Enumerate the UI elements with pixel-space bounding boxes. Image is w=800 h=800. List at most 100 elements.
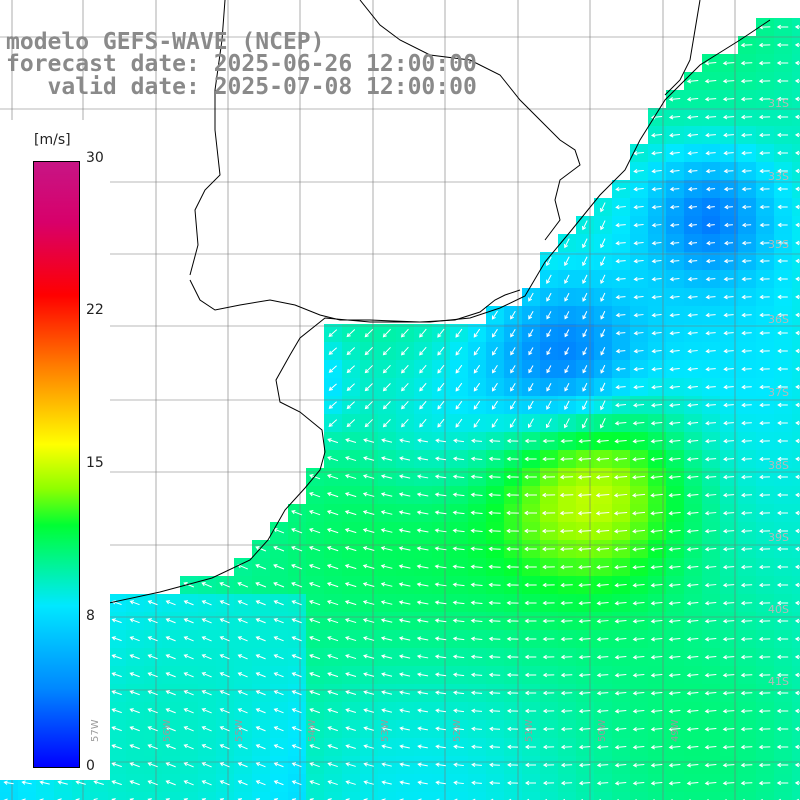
wind-arrow: [506, 474, 519, 480]
wind-arrow: [741, 204, 752, 210]
wind-arrow: [794, 60, 800, 66]
wind-arrow: [488, 654, 501, 660]
wind-arrow: [723, 456, 735, 462]
wind-arrow: [491, 328, 498, 338]
wind-arrow: [650, 691, 663, 696]
wind-arrow: [704, 438, 717, 444]
wind-arrow: [488, 582, 501, 588]
wind-arrow: [273, 563, 285, 570]
wind-arrow: [328, 419, 338, 427]
wind-arrow: [237, 600, 248, 606]
wind-arrow: [704, 510, 717, 516]
wind-arrow: [595, 475, 610, 480]
wind-arrow: [362, 474, 375, 479]
wind-arrow: [546, 256, 552, 267]
wind-arrow: [595, 493, 610, 498]
wind-arrow: [308, 563, 321, 570]
wind-arrow: [632, 547, 645, 552]
wind-arrow: [219, 618, 230, 624]
wind-arrow: [596, 762, 609, 768]
wind-arrow: [724, 240, 734, 246]
wind-arrow: [668, 457, 681, 462]
wind-arrow: [165, 690, 176, 696]
wind-arrow: [776, 690, 789, 696]
wind-arrow: [362, 528, 375, 533]
wind-arrow: [470, 528, 483, 533]
wind-arrow: [346, 383, 355, 392]
wind-arrow: [560, 582, 573, 588]
colorbar-tick-15: 15: [86, 455, 104, 471]
wind-arrow: [686, 673, 699, 678]
wind-arrow: [795, 258, 800, 264]
wind-arrow: [111, 708, 122, 714]
wind-arrow: [614, 781, 627, 786]
wind-arrow: [776, 618, 789, 624]
wind-arrow: [201, 780, 212, 786]
wind-arrow: [758, 600, 771, 606]
wind-arrow: [705, 150, 716, 156]
lat-label: 39S: [768, 531, 789, 544]
wind-arrow: [633, 330, 644, 336]
wind-arrow: [129, 618, 140, 624]
wind-arrow: [380, 582, 393, 587]
wind-arrow: [560, 762, 573, 768]
wind-arrow: [705, 132, 716, 138]
wind-arrow: [582, 274, 588, 285]
wind-arrow: [345, 654, 357, 660]
wind-arrow: [507, 780, 518, 786]
wind-arrow: [542, 546, 555, 552]
wind-arrow: [327, 636, 339, 642]
wind-arrow: [201, 618, 212, 624]
wind-arrow: [759, 132, 771, 138]
wind-arrow: [651, 133, 663, 138]
wind-arrow: [381, 780, 392, 785]
wind-arrow: [686, 637, 699, 642]
wind-arrow: [669, 312, 680, 318]
wind-arrow: [525, 780, 537, 786]
wind-arrow: [564, 365, 570, 374]
wind-arrow: [596, 780, 609, 786]
wind-arrow: [795, 312, 800, 318]
wind-arrow: [794, 600, 800, 606]
wind-arrow: [326, 492, 339, 498]
wind-arrow: [564, 382, 570, 392]
colorbar-tick-0: 0: [86, 758, 95, 774]
wind-arrow: [363, 672, 375, 677]
wind-arrow: [596, 636, 609, 642]
wind-arrow: [111, 636, 122, 642]
wind-arrow: [794, 96, 800, 102]
wind-arrow: [273, 654, 284, 660]
wind-arrow: [776, 96, 789, 102]
wind-arrow: [705, 258, 716, 264]
wind-arrow: [416, 510, 429, 515]
wind-arrow: [129, 726, 140, 732]
wind-arrow: [669, 330, 680, 336]
wind-arrow: [362, 636, 375, 641]
lat-label: 40S: [768, 603, 789, 616]
wind-arrow: [758, 546, 771, 552]
wind-arrow: [471, 762, 482, 768]
wind-arrow: [309, 672, 321, 678]
wind-arrow: [633, 186, 644, 192]
wind-arrow: [686, 529, 699, 534]
wind-arrow: [470, 636, 483, 642]
wind-arrow: [291, 726, 302, 732]
wind-arrow: [632, 511, 646, 516]
wind-arrow: [473, 364, 481, 374]
wind-arrow: [559, 528, 574, 534]
wind-arrow: [291, 762, 302, 768]
wind-arrow: [308, 527, 321, 534]
wind-arrow: [669, 240, 680, 246]
wind-arrow: [669, 222, 680, 228]
wind-arrow: [615, 240, 626, 246]
wind-arrow: [470, 474, 483, 480]
wind-arrow: [129, 636, 140, 642]
wind-arrow: [759, 168, 770, 174]
wind-arrow: [704, 654, 717, 660]
wind-arrow: [615, 330, 626, 336]
wind-arrow: [686, 439, 699, 444]
wind-arrow: [434, 654, 447, 659]
wind-arrow: [632, 475, 646, 480]
wind-arrow: [470, 492, 483, 497]
wind-arrow: [434, 510, 447, 515]
